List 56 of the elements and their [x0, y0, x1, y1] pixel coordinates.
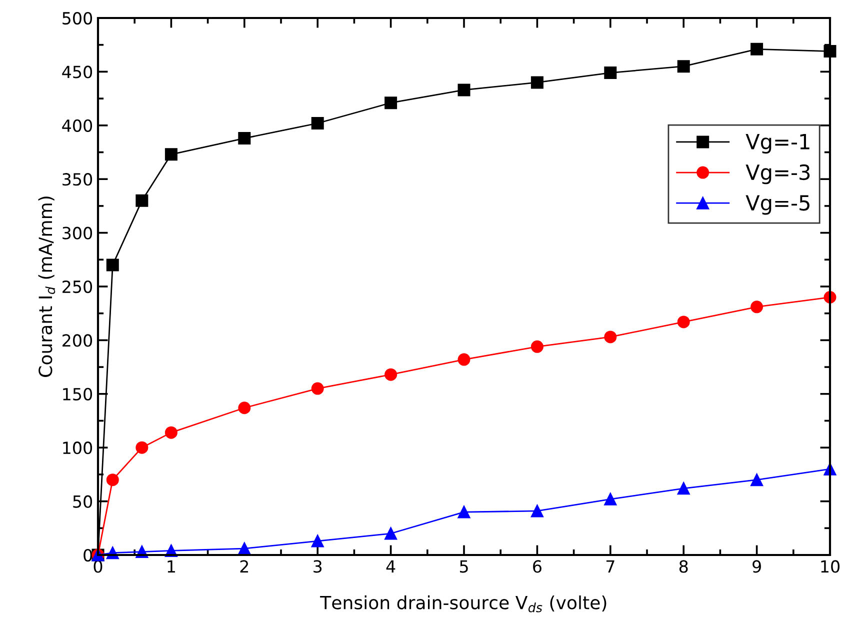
point [384, 368, 398, 381]
legend-label: Vg=-1 [746, 134, 810, 154]
point [238, 542, 251, 555]
y-tick-label: 500 [62, 12, 92, 25]
point [530, 76, 544, 89]
point [677, 482, 690, 495]
point [677, 316, 690, 328]
point [750, 474, 764, 486]
point [311, 382, 324, 395]
y-tick-label: 50 [73, 495, 92, 508]
x-tick-label: 8 [679, 560, 688, 573]
x-tick-label: 6 [533, 560, 542, 573]
point [136, 194, 148, 207]
point [604, 492, 617, 506]
point [311, 117, 324, 130]
x-tick-label: 1 [168, 560, 175, 573]
point [604, 66, 617, 80]
y-tick-label: 200 [62, 334, 92, 347]
point [238, 402, 251, 414]
y-tick-label: 450 [62, 66, 92, 78]
y-tick-label: 350 [62, 173, 92, 186]
x-tick-label: 3 [314, 560, 322, 573]
point [164, 148, 178, 161]
point [384, 96, 398, 110]
point [136, 441, 148, 454]
x-tick-label: 4 [386, 560, 396, 573]
y-tick-label: 0 [84, 548, 92, 562]
point [530, 504, 544, 518]
point [238, 132, 251, 145]
y-tick-label: 300 [62, 226, 92, 240]
y-tick-label: 250 [62, 280, 92, 294]
point [106, 258, 119, 272]
x-tick-label: 5 [460, 560, 468, 573]
x-axis-title: Tension drain-source V$_{ds}$ (volte) [320, 595, 606, 612]
x-tick-label: 7 [606, 560, 614, 573]
point [458, 353, 470, 366]
point [458, 84, 470, 96]
x-tick-label: 2 [240, 560, 248, 573]
y-tick-label: 150 [63, 388, 92, 400]
x-tick-label: 9 [752, 560, 761, 573]
legend-label: Vg=-5 [746, 195, 810, 215]
y-axis-title: Courant I$_{d}$ (mA/mm) [38, 196, 56, 377]
point [106, 474, 119, 486]
point [458, 506, 470, 518]
y-tick-label: 400 [62, 119, 92, 132]
point [311, 534, 324, 548]
point [750, 42, 764, 56]
point [164, 426, 178, 439]
point [750, 300, 764, 314]
legend-label: Vg=-3 [746, 164, 810, 184]
x-tick-label: 10 [821, 560, 840, 573]
y-tick-label: 100 [63, 442, 92, 454]
point [530, 340, 544, 353]
point [604, 330, 617, 344]
point [384, 527, 398, 540]
point [677, 60, 690, 73]
